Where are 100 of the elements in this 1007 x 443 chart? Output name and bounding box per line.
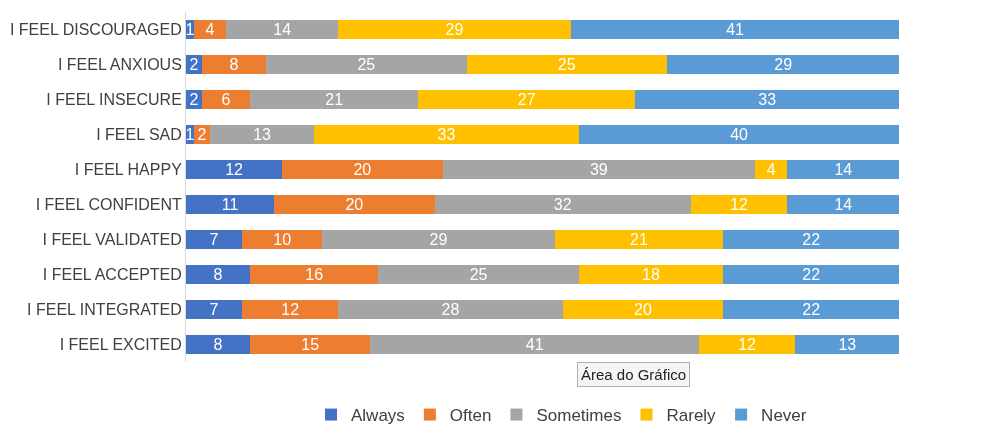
bar (210, 124, 315, 145)
data-label: 13 (253, 126, 272, 144)
bar (250, 264, 379, 285)
bar (370, 334, 700, 355)
y-tick-label: I FEEL EXCITED (59, 336, 182, 354)
bar (186, 229, 243, 250)
data-label: 20 (353, 161, 372, 179)
bar (466, 54, 667, 75)
legend-label: Rarely (666, 406, 717, 426)
bar (282, 159, 443, 180)
data-label: 2 (189, 91, 199, 108)
data-label: 20 (345, 196, 364, 213)
legend-label: Often (449, 406, 492, 426)
data-label: 39 (589, 161, 608, 179)
data-label: 14 (834, 161, 853, 179)
bar (226, 19, 339, 40)
data-label: 25 (357, 56, 376, 74)
bar (787, 194, 900, 215)
bar (723, 299, 900, 320)
data-label: 25 (469, 266, 488, 284)
data-label: 2 (197, 126, 207, 144)
data-label: 25 (557, 56, 576, 74)
data-label: 29 (445, 21, 464, 38)
data-label: 1 (185, 21, 195, 38)
bar (314, 124, 579, 145)
bar (691, 194, 788, 215)
data-label: 15 (301, 336, 320, 354)
data-label: 41 (726, 21, 745, 38)
bar (578, 124, 900, 145)
bar (250, 334, 371, 355)
data-label: 32 (553, 196, 572, 213)
y-tick-label: I FEEL ANXIOUS (57, 56, 182, 74)
y-tick-label: I FEEL HAPPY (74, 161, 183, 179)
legend-label: Never (761, 406, 807, 426)
text: Área do Gráfico (581, 366, 687, 383)
bar (634, 89, 900, 110)
data-label: 4 (205, 21, 215, 38)
data-label: 14 (273, 21, 292, 38)
data-label: 12 (281, 301, 300, 319)
legend-label: Sometimes (536, 406, 622, 426)
data-label: 16 (305, 266, 324, 284)
data-label: 10 (273, 231, 292, 248)
bar (202, 54, 267, 75)
data-label: 21 (325, 91, 344, 108)
y-tick-label: I FEEL VALIDATED (42, 231, 182, 249)
bar (322, 229, 555, 250)
bar (418, 89, 635, 110)
bar (578, 264, 724, 285)
legend-label: Always (351, 406, 405, 426)
data-label: 18 (642, 266, 660, 284)
bar (202, 89, 251, 110)
y-tick-label: I FEEL INTEGRATED (27, 301, 182, 319)
data-label: 13 (838, 336, 857, 354)
bar (378, 264, 579, 285)
data-label: 12 (225, 161, 244, 179)
bar (434, 194, 692, 215)
bar (186, 264, 251, 285)
data-label: 40 (730, 126, 749, 144)
bar (338, 299, 563, 320)
data-label: 8 (213, 266, 223, 284)
bar (274, 194, 435, 215)
y-tick-label: I FEEL SAD (96, 126, 182, 144)
data-label: 8 (213, 336, 223, 354)
bar (723, 264, 900, 285)
bar (242, 229, 323, 250)
data-label: 22 (802, 231, 821, 248)
data-label: 33 (758, 91, 777, 108)
data-label: 29 (774, 56, 793, 74)
data-label: 1 (185, 126, 195, 144)
y-tick-label: I FEEL CONFIDENT (35, 196, 183, 214)
data-label: 27 (517, 91, 536, 108)
bar (787, 159, 900, 180)
bar (186, 299, 243, 320)
data-label: 7 (209, 231, 219, 248)
bar (186, 159, 283, 180)
data-label: 11 (221, 196, 239, 213)
data-label: 29 (429, 231, 448, 248)
data-label: 8 (229, 56, 239, 74)
bar (723, 229, 900, 250)
data-label: 33 (437, 126, 456, 144)
y-tick-label: I FEEL DISCOURAGED (9, 21, 182, 39)
data-label: 22 (802, 266, 821, 284)
data-label: 4 (766, 161, 776, 179)
bar (795, 334, 900, 355)
bar (666, 54, 900, 75)
data-label: 22 (802, 301, 821, 319)
bar (570, 19, 900, 40)
bar (699, 334, 796, 355)
y-tick-label: I FEEL ACCEPTED (42, 266, 182, 284)
bar (186, 194, 275, 215)
data-label: 7 (209, 301, 219, 319)
data-label: 6 (221, 91, 231, 108)
data-label: 2 (189, 56, 199, 74)
data-label: 20 (633, 301, 652, 319)
data-label: 28 (441, 301, 460, 319)
data-label: 14 (834, 196, 853, 213)
bar (266, 54, 467, 75)
bar (554, 229, 724, 250)
data-label: 41 (525, 336, 544, 354)
bar (186, 334, 251, 355)
